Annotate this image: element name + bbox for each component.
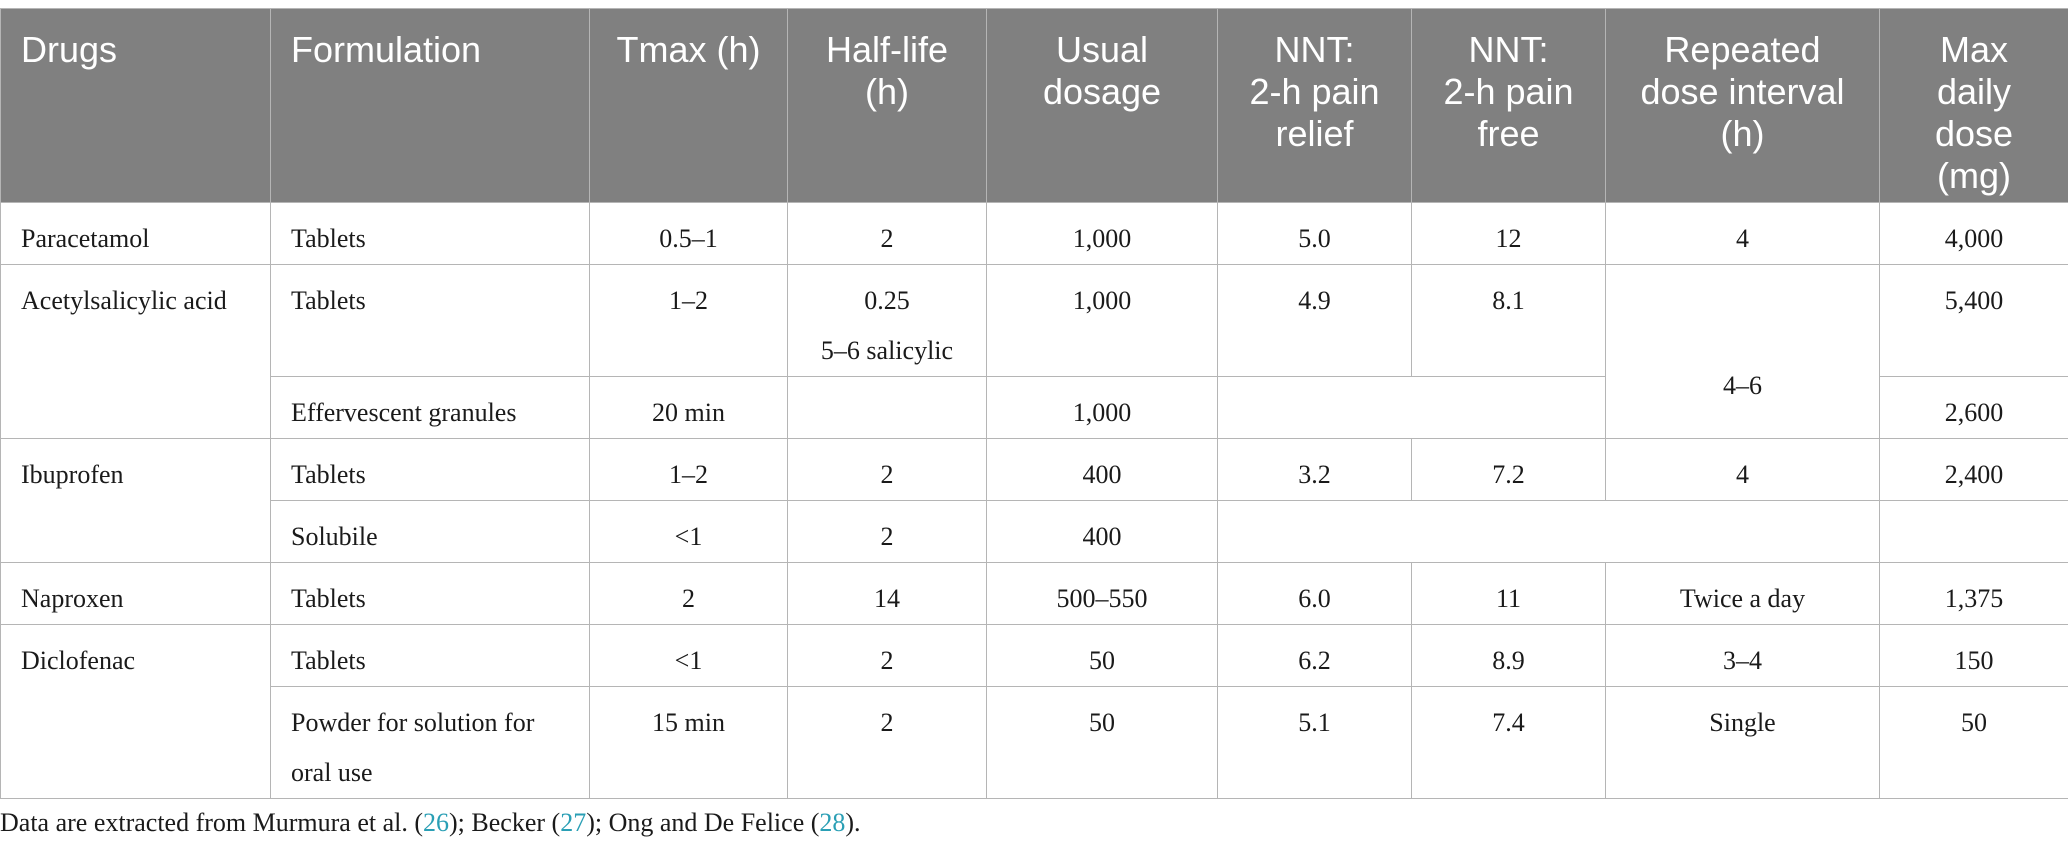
interval-value: 4–6 xyxy=(1723,371,1762,400)
cell-tmax: <1 xyxy=(589,624,788,687)
half-life-value: 0.25 xyxy=(864,286,910,315)
cell-usual-dosage: 400 xyxy=(986,438,1218,501)
cell-max-daily xyxy=(1879,500,2068,563)
cell-half-life: 2 xyxy=(787,686,987,799)
cell-usual-dosage: 1,000 xyxy=(986,376,1218,439)
table-row-acetylsalicylic-tablets: Acetylsalicylic acid Tablets 1–2 0.25 5–… xyxy=(0,264,2068,439)
header-tmax: Tmax (h) xyxy=(589,8,788,203)
cell-nnt-relief: 5.1 xyxy=(1217,686,1412,799)
header-nnt-pain-free: NNT: 2-h pain free xyxy=(1411,8,1606,203)
cell-half-life: 2 xyxy=(787,624,987,687)
header-half-life: Half-life (h) xyxy=(787,8,987,203)
cell-nnt-free: 8.1 xyxy=(1411,264,1606,377)
table-row-acetylsalicylic-granules: Effervescent granules 20 min 1,000 2,600 xyxy=(1,376,2068,439)
cell-nnt-free: 12 xyxy=(1411,202,1606,265)
cell-half-life: 14 xyxy=(787,562,987,625)
cell-max-daily: 4,000 xyxy=(1879,202,2068,265)
footnote-text: ); Becker ( xyxy=(449,808,561,837)
header-repeated-dose-interval: Repeated dose interval (h) xyxy=(1605,8,1880,203)
cell-drug: Diclofenac xyxy=(0,624,271,799)
cell-nnt-free: 11 xyxy=(1411,562,1606,625)
cell-formulation: Tablets xyxy=(270,264,590,377)
cell-formulation: Powder for solution for oral use xyxy=(270,686,590,799)
header-nnt-pain-relief: NNT: 2-h pain relief xyxy=(1217,8,1412,203)
cell-tmax: 1–2 xyxy=(589,264,788,377)
cell-interval: Single xyxy=(1605,686,1880,799)
cell-nnt-free: 7.2 xyxy=(1411,438,1606,501)
cell-nnt-relief: 5.0 xyxy=(1217,202,1412,265)
table-row-ibuprofen-solubile: Solubile <1 2 400 xyxy=(1,500,2068,563)
cell-half-life xyxy=(787,376,987,439)
cell-usual-dosage: 50 xyxy=(986,624,1218,687)
cell-tmax: 1–2 xyxy=(589,438,788,501)
cell-formulation: Effervescent granules xyxy=(270,376,590,439)
cell-max-daily: 50 xyxy=(1879,686,2068,799)
table-footnote: Data are extracted from Murmura et al. (… xyxy=(0,806,861,840)
footnote-text: ). xyxy=(845,808,861,837)
cell-usual-dosage: 500–550 xyxy=(986,562,1218,625)
cell-half-life: 0.25 5–6 salicylic xyxy=(787,264,987,377)
cell-tmax: 0.5–1 xyxy=(589,202,788,265)
header-row: Drugs Formulation Tmax (h) Half-life (h)… xyxy=(0,8,2068,203)
cell-interval: 3–4 xyxy=(1605,624,1880,687)
cell-tmax: 2 xyxy=(589,562,788,625)
document: Drugs Formulation Tmax (h) Half-life (h)… xyxy=(0,8,2068,799)
cell-nnt-interval-empty xyxy=(1217,500,1880,563)
cell-drug: Paracetamol xyxy=(0,202,271,265)
cell-usual-dosage: 50 xyxy=(986,686,1218,799)
cell-formulation: Tablets xyxy=(270,438,590,501)
header-usual-dosage: Usual dosage xyxy=(986,8,1218,203)
cell-max-daily: 2,400 xyxy=(1879,438,2068,501)
reference-link-28[interactable]: 28 xyxy=(819,808,846,837)
cell-formulation: Tablets xyxy=(270,624,590,687)
table-row-paracetamol: Paracetamol Tablets 0.5–1 2 1,000 5.0 12… xyxy=(0,202,2068,265)
footnote-text: Data are extracted from Murmura et al. ( xyxy=(0,808,424,837)
reference-link-27[interactable]: 27 xyxy=(560,808,587,837)
cell-interval: Twice a day xyxy=(1605,562,1880,625)
cell-drug: Acetylsalicylic acid xyxy=(0,264,271,439)
cell-usual-dosage: 1,000 xyxy=(986,202,1218,265)
table-row-ibuprofen-tablets: Ibuprofen Tablets 1–2 2 400 3.2 7.2 4 2,… xyxy=(0,438,2068,563)
cell-formulation: Solubile xyxy=(270,500,590,563)
table-row-naproxen: Naproxen Tablets 2 14 500–550 6.0 11 Twi… xyxy=(0,562,2068,625)
reference-link-26[interactable]: 26 xyxy=(423,808,450,837)
cell-nnt-free: 7.4 xyxy=(1411,686,1606,799)
cell-half-life: 2 xyxy=(787,438,987,501)
interval-empty xyxy=(1606,276,1879,326)
header-max-daily-dose: Max daily dose (mg) xyxy=(1879,8,2068,203)
cell-max-daily: 5,400 xyxy=(1879,264,2068,377)
formulation-line-1: Powder for solution for xyxy=(291,708,535,737)
half-life-salicylic: 5–6 salicylic xyxy=(820,336,954,365)
cell-nnt-relief: 3.2 xyxy=(1217,438,1412,501)
cell-tmax: 20 min xyxy=(589,376,788,439)
cell-usual-dosage: 1,000 xyxy=(986,264,1218,377)
cell-nnt-relief: 6.0 xyxy=(1217,562,1412,625)
cell-tmax: <1 xyxy=(589,500,788,563)
cell-formulation: Tablets xyxy=(270,562,590,625)
formulation-line-2: oral use xyxy=(291,758,373,787)
cell-drug: Ibuprofen xyxy=(0,438,271,563)
cell-interval: 4–6 xyxy=(1605,264,1880,439)
cell-interval: 4 xyxy=(1605,438,1880,501)
header-formulation: Formulation xyxy=(270,8,590,203)
cell-max-daily: 150 xyxy=(1879,624,2068,687)
cell-drug: Naproxen xyxy=(0,562,271,625)
cell-formulation: Tablets xyxy=(270,202,590,265)
cell-tmax: 15 min xyxy=(589,686,788,799)
cell-half-life: 2 xyxy=(787,202,987,265)
cell-nnt-relief: 4.9 xyxy=(1217,264,1412,377)
cell-nnt-empty xyxy=(1217,376,1606,439)
footnote-text: ); Ong and De Felice ( xyxy=(586,808,820,837)
cell-half-life: 2 xyxy=(787,500,987,563)
table-row-diclofenac-powder: Powder for solution for oral use 15 min … xyxy=(1,686,2068,799)
cell-nnt-relief: 6.2 xyxy=(1217,624,1412,687)
cell-max-daily: 1,375 xyxy=(1879,562,2068,625)
cell-max-daily: 2,600 xyxy=(1879,376,2068,439)
drug-table: Drugs Formulation Tmax (h) Half-life (h)… xyxy=(0,8,2068,799)
table-row-diclofenac-tablets: Diclofenac Tablets <1 2 50 6.2 8.9 3–4 1… xyxy=(0,624,2068,799)
cell-nnt-free: 8.9 xyxy=(1411,624,1606,687)
cell-usual-dosage: 400 xyxy=(986,500,1218,563)
cell-interval: 4 xyxy=(1605,202,1880,265)
header-drugs: Drugs xyxy=(0,8,271,203)
